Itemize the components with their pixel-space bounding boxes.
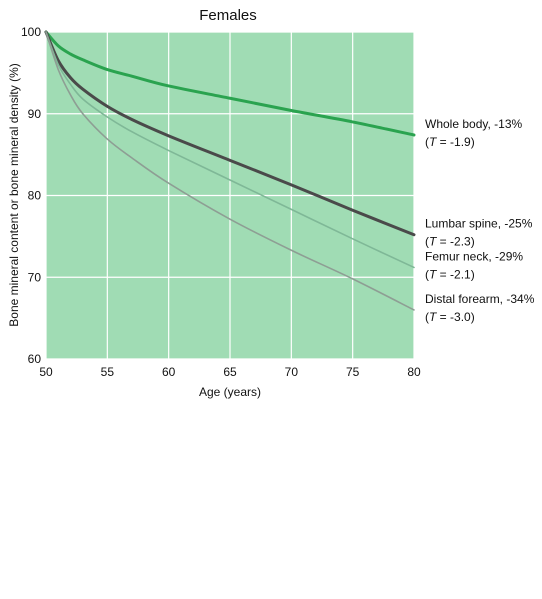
series-line bbox=[45, 31, 415, 269]
series-tscore-label: (T = -1.9) bbox=[425, 135, 475, 149]
series-line bbox=[44, 30, 416, 237]
x-tick-label: 60 bbox=[162, 365, 176, 379]
x-tick-label: 65 bbox=[223, 365, 237, 379]
x-tick-label: 75 bbox=[346, 365, 360, 379]
tscore-symbol: T bbox=[429, 235, 438, 249]
tscore-symbol: T bbox=[429, 135, 438, 149]
chart-title: Females bbox=[199, 7, 257, 24]
series-tscore-label: (T = -2.1) bbox=[425, 267, 475, 281]
tscore-symbol: T bbox=[429, 267, 438, 281]
series-tscore-label: (T = -2.3) bbox=[425, 235, 475, 249]
tscore-value: = -2.1) bbox=[436, 267, 474, 281]
x-tick-label: 55 bbox=[101, 365, 115, 379]
tscore-value: = -3.0) bbox=[436, 310, 474, 324]
y-tick-label: 60 bbox=[28, 352, 42, 366]
y-axis-label: Bone mineral content or bone mineral den… bbox=[7, 63, 21, 326]
tick-labels: 50 55 60 65 70 75 80 60 70 80 90 100 bbox=[21, 25, 421, 379]
y-tick-label: 90 bbox=[28, 107, 42, 121]
x-axis-label: Age (years) bbox=[199, 385, 261, 399]
tscore-symbol: T bbox=[429, 310, 438, 324]
x-tick-label: 50 bbox=[39, 365, 53, 379]
series-line bbox=[44, 30, 416, 137]
y-tick-label: 70 bbox=[28, 270, 42, 284]
series-name-label: Distal forearm, -34% bbox=[425, 292, 535, 306]
tscore-value: = -1.9) bbox=[436, 135, 474, 149]
y-tick-label: 80 bbox=[28, 189, 42, 203]
series-name-label: Femur neck, -29% bbox=[425, 249, 523, 263]
series-lines bbox=[44, 30, 416, 311]
series-name-label: Whole body, -13% bbox=[425, 117, 522, 131]
series-annotations: Whole body, -13% (T = -1.9) Lumbar spine, … bbox=[425, 117, 535, 324]
series-tscore-label: (T = -3.0) bbox=[425, 310, 475, 324]
series-line bbox=[45, 31, 415, 311]
x-tick-label: 80 bbox=[407, 365, 421, 379]
series-name-label: Lumbar spine, -25% bbox=[425, 217, 533, 231]
tscore-value: = -2.3) bbox=[436, 235, 474, 249]
x-tick-label: 70 bbox=[285, 365, 299, 379]
y-tick-label: 100 bbox=[21, 25, 41, 39]
